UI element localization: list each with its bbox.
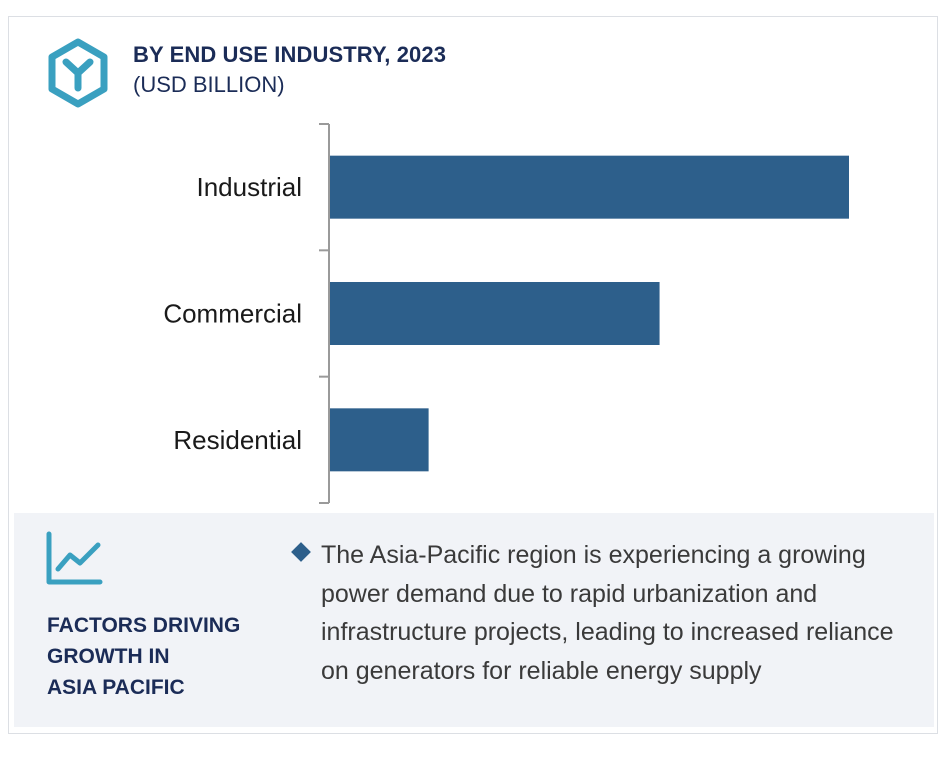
factors-heading: FACTORS DRIVING GROWTH IN ASIA PACIFIC: [47, 610, 277, 703]
category-label: Commercial: [163, 299, 302, 329]
category-label: Industrial: [197, 172, 303, 202]
chart-title: BY END USE INDUSTRY, 2023: [133, 42, 447, 67]
bar-industrial: [330, 155, 849, 219]
factors-heading-line: GROWTH IN: [47, 645, 170, 668]
bar-commercial: [330, 282, 660, 345]
hexagon-y-logo-icon: [48, 38, 108, 108]
chart-subtitle: (USD BILLION): [133, 72, 285, 97]
factors-text: The Asia-Pacific region is experiencing …: [321, 541, 894, 685]
bar-residential: [330, 408, 429, 472]
line-chart-icon: [46, 531, 103, 585]
category-label: Residential: [173, 425, 302, 455]
factors-heading-line: ASIA PACIFIC: [47, 676, 185, 699]
factors-heading-line: FACTORS DRIVING: [47, 614, 241, 637]
factors-panel: [14, 513, 934, 727]
